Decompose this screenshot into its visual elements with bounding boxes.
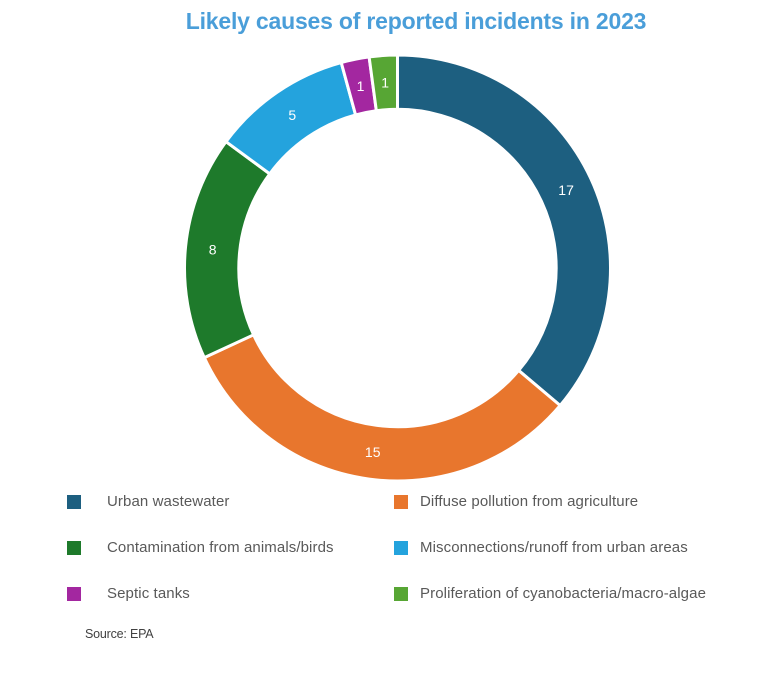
donut-slice-value-proliferation-of-cyanobacteria-macro-algae: 1 — [381, 75, 389, 91]
legend-item-septic-tanks: Septic tanks — [67, 585, 334, 602]
legend-item-misconnections-runoff-from-urban-areas: Misconnections/runoff from urban areas — [394, 539, 706, 556]
legend-swatch-icon — [394, 540, 408, 555]
legend-swatch-icon — [67, 540, 81, 555]
chart-legend-column-right: Diffuse pollution from agriculture Miscon… — [394, 493, 707, 602]
legend-swatch-icon — [394, 586, 408, 601]
donut-slice-urban-wastewater — [396, 53, 612, 408]
donut-slice-contamination-from-animals-birds — [183, 139, 272, 360]
legend-label: Diffuse pollution from agriculture — [420, 493, 639, 510]
donut-slice-value-misconnections-runoff-from-urban-areas: 5 — [288, 107, 296, 123]
donut-slice-diffuse-pollution-from-agriculture — [202, 332, 563, 483]
legend-item-urban-wastewater: Urban wastewater — [67, 493, 334, 510]
legend-swatch-icon — [67, 494, 81, 509]
donut-slice-value-contamination-from-animals-birds: 8 — [209, 241, 217, 257]
legend-item-diffuse-pollution-from-agriculture: Diffuse pollution from agriculture — [394, 493, 706, 510]
legend-label: Contamination from animals/birds — [107, 539, 334, 556]
legend-item-contamination-from-animals-birds: Contamination from animals/birds — [67, 539, 334, 556]
legend-label: Urban wastewater — [107, 493, 230, 510]
source-note: Source: EPA — [85, 627, 154, 641]
legend-label: Proliferation of cyanobacteria/macro-alg… — [420, 585, 707, 602]
legend-swatch-icon — [67, 586, 81, 601]
donut-slice-value-diffuse-pollution-from-agriculture: 15 — [365, 444, 381, 460]
legend-swatch-icon — [394, 494, 408, 509]
donut-slice-proliferation-of-cyanobacteria-macro-algae — [367, 53, 399, 113]
legend-item-proliferation-of-cyanobacteria-macro-algae: Proliferation of cyanobacteria/macro-alg… — [394, 585, 707, 602]
donut-slice-value-urban-wastewater: 17 — [558, 182, 574, 198]
chart-legend-column-left: Urban wastewater Contamination from anima… — [67, 493, 334, 602]
chart-title: Likely causes of reported incidents in 2… — [185, 8, 647, 34]
legend-label: Misconnections/runoff from urban areas — [420, 539, 688, 556]
donut-chart: 17 15 8 5 1 1 — [183, 53, 612, 483]
legend-label: Septic tanks — [107, 585, 190, 602]
donut-slice-value-septic-tanks: 1 — [357, 78, 365, 94]
